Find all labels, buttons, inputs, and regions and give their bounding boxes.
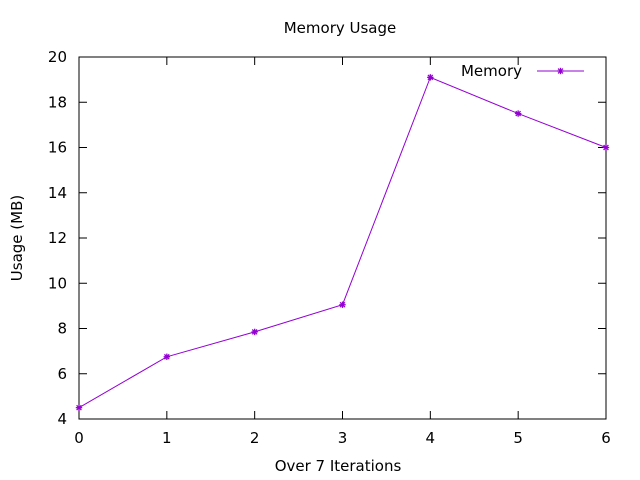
y-tick-label: 8 <box>57 320 67 338</box>
y-axis-label: Usage (MB) <box>8 195 26 281</box>
x-tick-label: 5 <box>513 429 523 447</box>
plot-frame <box>79 57 606 419</box>
x-axis-label: Over 7 Iterations <box>275 457 402 475</box>
data-point <box>251 329 257 335</box>
y-tick-label: 6 <box>57 365 67 383</box>
data-point <box>164 354 170 360</box>
y-tick-label: 4 <box>57 410 67 428</box>
x-tick-label: 3 <box>338 429 348 447</box>
y-tick-label: 10 <box>48 274 67 292</box>
y-tick-label: 12 <box>48 229 67 247</box>
data-point <box>339 302 345 308</box>
data-point <box>515 110 521 116</box>
legend-label: Memory <box>461 62 522 80</box>
y-tick-label: 18 <box>48 93 67 111</box>
series-line-memory <box>79 77 606 407</box>
legend: Memory <box>461 62 584 80</box>
y-tick-label: 20 <box>48 48 67 66</box>
data-point <box>603 144 609 150</box>
legend-marker <box>557 68 563 74</box>
data-point <box>76 404 82 410</box>
x-tick-label: 0 <box>74 429 84 447</box>
x-tick-label: 4 <box>426 429 436 447</box>
x-tick-label: 1 <box>162 429 172 447</box>
y-tick-label: 14 <box>48 184 67 202</box>
series-layer <box>76 74 609 411</box>
data-point <box>427 74 433 80</box>
chart-title: Memory Usage <box>284 19 397 37</box>
x-tick-label: 2 <box>250 429 260 447</box>
x-tick-label: 6 <box>601 429 611 447</box>
y-tick-label: 16 <box>48 139 67 157</box>
